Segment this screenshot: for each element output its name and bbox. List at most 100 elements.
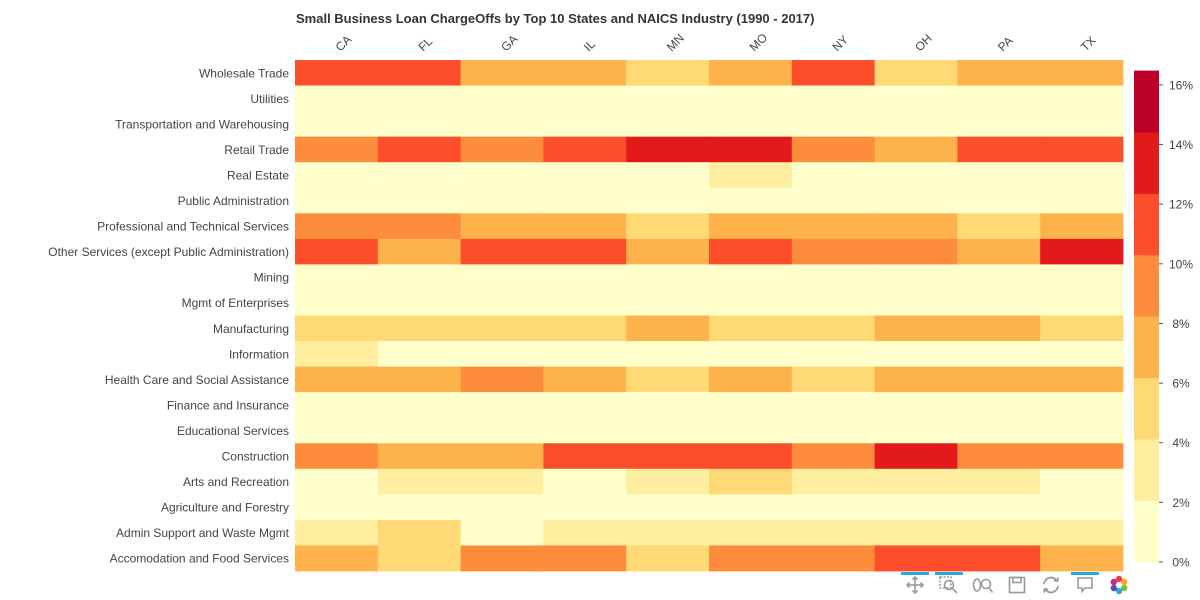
heatmap-cell[interactable]	[295, 341, 379, 367]
heatmap-cell[interactable]	[874, 162, 958, 189]
heatmap-cell[interactable]	[295, 519, 379, 546]
heatmap-cell[interactable]	[957, 494, 1041, 521]
heatmap-cell[interactable]	[1040, 162, 1124, 189]
heatmap-cell[interactable]	[543, 519, 627, 546]
heatmap-cell[interactable]	[957, 468, 1041, 495]
heatmap-cell[interactable]	[874, 136, 958, 163]
heatmap-cell[interactable]	[377, 519, 461, 546]
heatmap-cell[interactable]	[543, 187, 627, 214]
heatmap-cell[interactable]	[295, 111, 379, 138]
heatmap-cell[interactable]	[295, 60, 379, 86]
heatmap-cell[interactable]	[709, 366, 793, 393]
heatmap-cell[interactable]	[626, 60, 710, 86]
heatmap-cell[interactable]	[295, 213, 379, 240]
heatmap-cell[interactable]	[874, 392, 958, 419]
heatmap-cell[interactable]	[377, 111, 461, 138]
heatmap-cell[interactable]	[460, 341, 544, 367]
heatmap-cell[interactable]	[709, 264, 793, 291]
hover-tool-icon[interactable]	[1068, 572, 1102, 598]
heatmap-cell[interactable]	[709, 545, 793, 572]
heatmap-cell[interactable]	[626, 187, 710, 214]
heatmap-cell[interactable]	[874, 315, 958, 342]
heatmap-cell[interactable]	[626, 443, 710, 470]
heatmap-cell[interactable]	[377, 315, 461, 342]
heatmap-cell[interactable]	[295, 443, 379, 470]
heatmap-cell[interactable]	[543, 494, 627, 521]
heatmap-cell[interactable]	[874, 187, 958, 214]
heatmap-cell[interactable]	[295, 494, 379, 521]
heatmap-cell[interactable]	[460, 213, 544, 240]
reset-tool-icon[interactable]	[1034, 572, 1068, 598]
heatmap-cell[interactable]	[460, 468, 544, 495]
heatmap-cell[interactable]	[626, 519, 710, 546]
heatmap-cell[interactable]	[709, 468, 793, 495]
heatmap-cell[interactable]	[460, 238, 544, 265]
heatmap-cell[interactable]	[709, 494, 793, 521]
heatmap-cell[interactable]	[1040, 136, 1124, 163]
heatmap-cell[interactable]	[460, 417, 544, 444]
heatmap-cell[interactable]	[377, 187, 461, 214]
heatmap-cell[interactable]	[791, 519, 875, 546]
heatmap-cell[interactable]	[874, 545, 958, 572]
heatmap-cell[interactable]	[1040, 238, 1124, 265]
box-zoom-tool-icon[interactable]	[932, 572, 966, 598]
heatmap-cell[interactable]	[543, 366, 627, 393]
heatmap-cell[interactable]	[1040, 468, 1124, 495]
heatmap-cell[interactable]	[543, 417, 627, 444]
heatmap-cell[interactable]	[957, 315, 1041, 342]
save-tool-icon[interactable]	[1000, 572, 1034, 598]
heatmap-cell[interactable]	[709, 162, 793, 189]
heatmap-cell[interactable]	[874, 494, 958, 521]
heatmap-cell[interactable]	[874, 85, 958, 112]
heatmap-cell[interactable]	[377, 341, 461, 367]
heatmap-cell[interactable]	[957, 341, 1041, 367]
heatmap-cell[interactable]	[709, 519, 793, 546]
heatmap-cell[interactable]	[377, 162, 461, 189]
heatmap-cell[interactable]	[709, 136, 793, 163]
heatmap-cell[interactable]	[791, 366, 875, 393]
heatmap-cell[interactable]	[709, 315, 793, 342]
heatmap-cell[interactable]	[377, 443, 461, 470]
heatmap-cell[interactable]	[626, 315, 710, 342]
heatmap-cell[interactable]	[1040, 341, 1124, 367]
heatmap-cell[interactable]	[1040, 494, 1124, 521]
heatmap-cell[interactable]	[295, 187, 379, 214]
heatmap-cell[interactable]	[957, 238, 1041, 265]
heatmap-cell[interactable]	[460, 366, 544, 393]
heatmap-cell[interactable]	[626, 136, 710, 163]
heatmap-cell[interactable]	[377, 136, 461, 163]
heatmap-cell[interactable]	[543, 162, 627, 189]
heatmap-cell[interactable]	[874, 60, 958, 86]
heatmap-cell[interactable]	[791, 545, 875, 572]
heatmap-cell[interactable]	[709, 289, 793, 316]
heatmap-cell[interactable]	[295, 238, 379, 265]
heatmap-cell[interactable]	[460, 264, 544, 291]
bokeh-logo-icon[interactable]	[1102, 572, 1136, 598]
heatmap-cell[interactable]	[874, 289, 958, 316]
heatmap-cell[interactable]	[543, 136, 627, 163]
heatmap-cell[interactable]	[460, 187, 544, 214]
heatmap-cell[interactable]	[957, 187, 1041, 214]
heatmap-cell[interactable]	[377, 417, 461, 444]
heatmap-cell[interactable]	[626, 417, 710, 444]
heatmap-cell[interactable]	[1040, 417, 1124, 444]
heatmap-cell[interactable]	[1040, 60, 1124, 86]
heatmap-cell[interactable]	[957, 289, 1041, 316]
heatmap-cell[interactable]	[543, 85, 627, 112]
heatmap-cell[interactable]	[626, 111, 710, 138]
heatmap-cell[interactable]	[460, 111, 544, 138]
heatmap-cell[interactable]	[709, 111, 793, 138]
heatmap-cell[interactable]	[709, 443, 793, 470]
heatmap-cell[interactable]	[957, 545, 1041, 572]
heatmap-cell[interactable]	[791, 238, 875, 265]
heatmap-cell[interactable]	[626, 494, 710, 521]
heatmap-cell[interactable]	[295, 85, 379, 112]
heatmap-cell[interactable]	[874, 366, 958, 393]
heatmap-cell[interactable]	[626, 213, 710, 240]
heatmap-cell[interactable]	[295, 417, 379, 444]
heatmap-cell[interactable]	[874, 341, 958, 367]
heatmap-cell[interactable]	[957, 85, 1041, 112]
heatmap-cell[interactable]	[543, 60, 627, 86]
heatmap-cell[interactable]	[709, 85, 793, 112]
